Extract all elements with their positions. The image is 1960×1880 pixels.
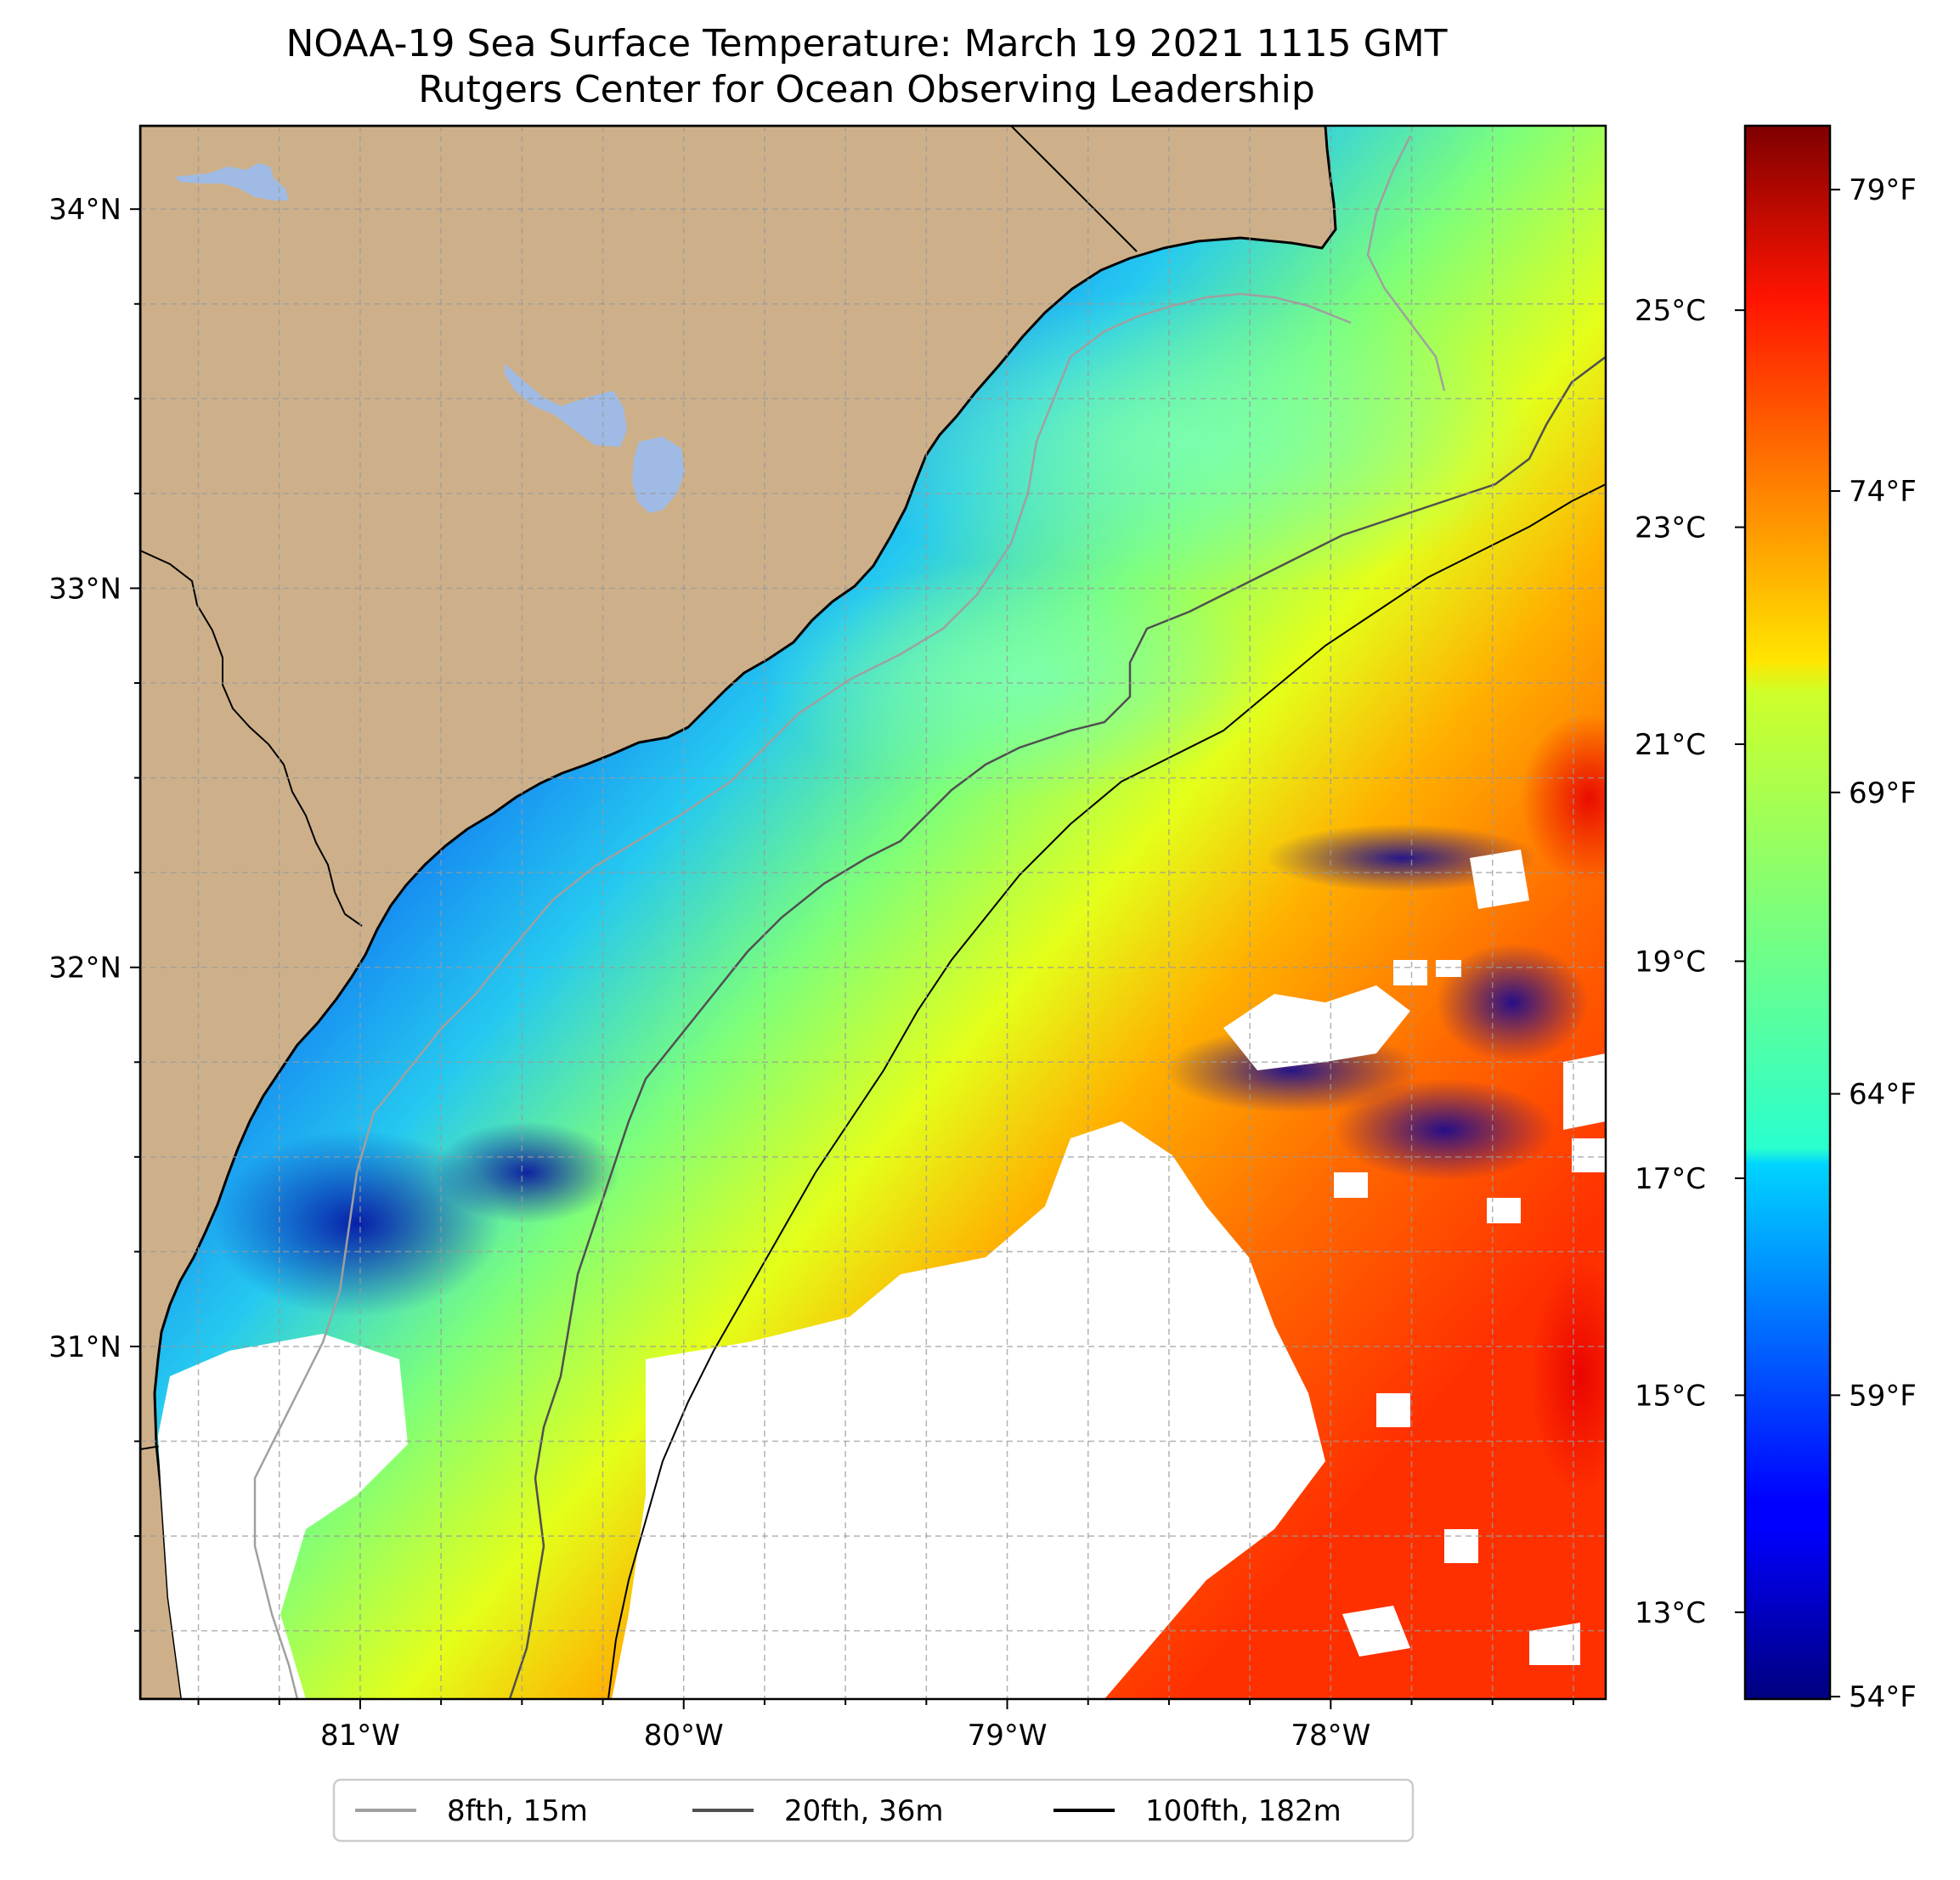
legend-box	[332, 1778, 1415, 1843]
map-ticks: 81°W 80°W 79°W 78°W 31°N 32°N 33°N 34°N	[48, 193, 1574, 1753]
map-panel	[140, 126, 1606, 1699]
no-data-regions	[158, 850, 1606, 1699]
celsius-tick-label: 19°C	[1635, 945, 1706, 979]
lon-tick-label: 81°W	[320, 1719, 400, 1753]
legend-label: 8fth, 15m	[447, 1794, 588, 1828]
celsius-tick-label: 21°C	[1635, 728, 1706, 762]
sst-patch	[833, 289, 1546, 595]
state-boundary	[140, 550, 363, 927]
no-data-region	[1487, 1198, 1521, 1223]
no-data-region	[1223, 985, 1410, 1070]
sst-patch	[1266, 824, 1538, 892]
no-data-region	[1444, 1529, 1478, 1563]
no-data-region	[1334, 1172, 1368, 1198]
map-title: NOAA-19 Sea Surface Temperature: March 1…	[285, 22, 1447, 65]
celsius-tick-label: 13°C	[1635, 1596, 1706, 1630]
colorbar-ticks: 13°C 15°C 17°C 19°C 21°C 23°C 25°C 54°F 59°F 64°F…	[1635, 173, 1917, 1714]
no-data-region	[1087, 1589, 1155, 1648]
fahrenheit-tick-label: 79°F	[1849, 173, 1917, 207]
no-data-region	[1529, 1623, 1580, 1665]
fahrenheit-tick-label: 64°F	[1849, 1078, 1917, 1112]
lake	[505, 364, 627, 447]
contour-legend: 8fth, 15m 20fth, 36m 100fth, 182m	[332, 1778, 1415, 1843]
fahrenheit-tick-label: 59°F	[1849, 1379, 1917, 1413]
no-data-region	[158, 1334, 408, 1699]
lat-tick-label: 33°N	[48, 572, 121, 606]
lon-tick-label: 80°W	[644, 1719, 724, 1753]
no-data-region	[1470, 850, 1529, 909]
sst-patch	[765, 561, 1274, 799]
land	[140, 126, 1337, 1699]
fahrenheit-tick-label: 54°F	[1849, 1680, 1917, 1714]
state-boundary	[1010, 126, 1138, 252]
lat-tick-label: 31°N	[48, 1330, 121, 1364]
isobath-36m	[508, 356, 1606, 1699]
lon-tick-label: 79°W	[968, 1719, 1048, 1753]
lake	[175, 163, 289, 200]
no-data-region	[1563, 1053, 1606, 1130]
map-frame	[138, 124, 1607, 1701]
no-data-region	[612, 1121, 1325, 1699]
sst-patch	[212, 1130, 501, 1317]
sst-patch	[1521, 714, 1606, 884]
graticule	[140, 126, 1606, 1699]
no-data-region	[1393, 960, 1427, 985]
isobath-15m	[253, 135, 1446, 1699]
celsius-tick-label: 15°C	[1635, 1379, 1706, 1413]
map-subtitle: Rutgers Center for Ocean Observing Leade…	[418, 68, 1315, 111]
no-data-region	[1436, 960, 1461, 977]
legend-label: 100fth, 182m	[1145, 1794, 1341, 1828]
no-data-region	[1376, 1393, 1410, 1427]
fahrenheit-tick-label: 69°F	[1849, 776, 1917, 810]
legend-items: 8fth, 15m 20fth, 36m 100fth, 182m	[355, 1794, 1341, 1828]
sst-patch	[1436, 943, 1589, 1062]
fahrenheit-tick-label: 74°F	[1849, 475, 1917, 509]
lat-tick-label: 32°N	[48, 951, 121, 985]
legend-label: 20fth, 36m	[784, 1794, 944, 1828]
lat-tick-label: 34°N	[48, 193, 121, 227]
sst-patch	[1529, 1257, 1606, 1495]
colorbar: 13°C 15°C 17°C 19°C 21°C 23°C 25°C 54°F 59°F 64°F…	[1635, 124, 1917, 1714]
celsius-tick-label: 25°C	[1635, 294, 1706, 328]
sst-patch	[1334, 1079, 1555, 1181]
sst-patch	[433, 1121, 620, 1223]
celsius-tick-label: 17°C	[1635, 1162, 1706, 1196]
celsius-tick-label: 23°C	[1635, 511, 1706, 545]
no-data-region	[1572, 1138, 1606, 1172]
lon-tick-label: 78°W	[1291, 1719, 1370, 1753]
isobath-182m	[607, 483, 1606, 1699]
colorbar-gradient	[1743, 124, 1832, 1701]
